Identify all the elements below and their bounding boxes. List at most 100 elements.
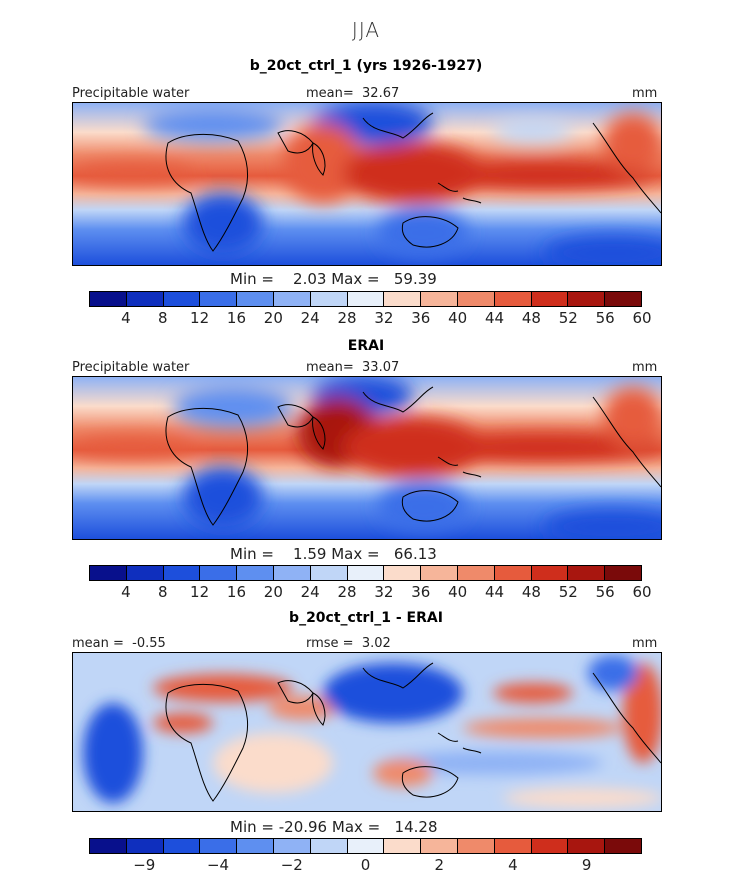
colorbar-swatch: [310, 566, 348, 580]
colorbar-swatch: [90, 292, 127, 306]
panel-2-mean-value: 33.07: [362, 360, 400, 375]
colorbar-tick-label: 4: [508, 856, 518, 874]
panel-2-minmax: Min = 1.59 Max = 66.13: [230, 545, 437, 563]
panel-3-rmse-value: 3.02: [361, 636, 391, 651]
colorbar-tick-label: 32: [374, 309, 394, 327]
colorbar-tick-label: 56: [595, 583, 615, 601]
panel-2-colorbar-ticks: 4 8 12 16 20 24 28 32 36 40 44 48 52 56 60: [89, 583, 651, 601]
panel-3-max-value: 14.28: [394, 818, 438, 836]
colorbar-swatch: [163, 292, 201, 306]
colorbar-swatch: [273, 566, 311, 580]
colorbar-tick-label: 40: [448, 583, 468, 601]
panel-1-max-value: 59.39: [393, 270, 437, 288]
colorbar-tick-label: 60: [632, 309, 652, 327]
colorbar-tick-label: 9: [581, 856, 592, 874]
colorbar-tick-label: 28: [337, 583, 357, 601]
colorbar-swatch: [200, 292, 238, 306]
colorbar-tick-label: 8: [157, 309, 168, 327]
colorbar-tick-label: −4: [206, 856, 230, 874]
colorbar-tick-label: 8: [157, 583, 168, 601]
colorbar-tick-label: 12: [190, 583, 210, 601]
colorbar-tick-label: 52: [558, 309, 578, 327]
colorbar-swatch: [237, 292, 274, 306]
colorbar-swatch: [163, 839, 201, 853]
colorbar-swatch: [237, 839, 274, 853]
colorbar-tick-label: 36: [411, 309, 431, 327]
colorbar-tick-label: 32: [374, 583, 394, 601]
colorbar-tick-label: 48: [521, 583, 541, 601]
colorbar-tick-label: 16: [226, 583, 246, 601]
colorbar-tick-label: 36: [411, 583, 431, 601]
colorbar-swatch: [494, 292, 532, 306]
colorbar-swatch: [457, 566, 495, 580]
colorbar-tick-label: 44: [484, 309, 505, 327]
panel-1-minmax: Min = 2.03 Max = 59.39: [230, 270, 437, 288]
panel-3-mean-value: -0.55: [132, 636, 166, 651]
colorbar-tick-label: 16: [226, 309, 246, 327]
colorbar-tick-label: −9: [133, 856, 156, 874]
panel-3-map: [72, 652, 662, 812]
colorbar-swatch: [568, 839, 606, 853]
panel-2-map: [72, 376, 662, 540]
colorbar-swatch: [90, 839, 127, 853]
colorbar-swatch: [421, 839, 458, 853]
colorbar-swatch: [421, 292, 458, 306]
panel-1-variable-label: Precipitable water: [72, 86, 190, 101]
panel-3-colorbar: [89, 838, 642, 854]
colorbar-swatch: [457, 839, 495, 853]
colorbar-swatch: [605, 839, 641, 853]
colorbar-tick-label: 2: [434, 856, 444, 874]
panel-3-rmse-label: rmse = 3.02: [306, 636, 391, 651]
colorbar-tick-label: 4: [121, 583, 131, 601]
colorbar-swatch: [126, 566, 164, 580]
colorbar-tick-label: 40: [448, 309, 468, 327]
colorbar-swatch: [310, 292, 348, 306]
panel-2-variable-label: Precipitable water: [72, 360, 190, 375]
colorbar-tick-label: 52: [558, 583, 578, 601]
panel-1-map: [72, 102, 662, 266]
colorbar-swatch: [384, 566, 422, 580]
panel-1-min-value: 2.03: [293, 270, 327, 288]
colorbar-tick-label: 4: [121, 309, 131, 327]
colorbar-swatch: [200, 839, 238, 853]
colorbar-tick-label: 20: [263, 583, 283, 601]
colorbar-swatch: [126, 292, 164, 306]
colorbar-tick-label: 60: [632, 583, 652, 601]
colorbar-tick-label: 28: [337, 309, 357, 327]
colorbar-swatch: [531, 566, 569, 580]
panel-3-title: b_20ct_ctrl_1 - ERAI: [289, 610, 443, 626]
colorbar-swatch: [494, 566, 532, 580]
colorbar-swatch: [273, 292, 311, 306]
panel-3-units: mm: [632, 636, 658, 651]
panel-2-min-value: 1.59: [293, 545, 327, 563]
colorbar-swatch: [568, 566, 606, 580]
panel-1-mean-value: 32.67: [362, 86, 400, 101]
season-title: JJA: [351, 18, 381, 42]
colorbar-swatch: [347, 566, 385, 580]
colorbar-tick-label: 20: [263, 309, 283, 327]
colorbar-swatch: [568, 292, 606, 306]
colorbar-swatch: [347, 839, 385, 853]
colorbar-swatch: [384, 292, 422, 306]
colorbar-tick-label: 48: [521, 309, 541, 327]
colorbar-tick-label: 0: [360, 856, 371, 874]
colorbar-swatch: [605, 566, 641, 580]
panel-2-mean-label: mean= 33.07: [306, 360, 400, 375]
colorbar-tick-label: 24: [300, 309, 320, 327]
panel-2-colorbar: [89, 565, 642, 581]
panel-2-title: ERAI: [347, 338, 385, 354]
colorbar-swatch: [273, 839, 311, 853]
colorbar-swatch: [421, 566, 458, 580]
colorbar-tick-label: 44: [484, 583, 505, 601]
panel-1-colorbar: [89, 291, 642, 307]
colorbar-swatch: [310, 839, 348, 853]
panel-3-colorbar-ticks: −9 −4 −2 0 2 4 9: [89, 856, 642, 874]
colorbar-swatch: [384, 839, 422, 853]
colorbar-swatch: [605, 292, 641, 306]
colorbar-swatch: [237, 566, 274, 580]
colorbar-swatch: [90, 566, 127, 580]
panel-1-units: mm: [632, 86, 658, 101]
colorbar-swatch: [531, 839, 569, 853]
colorbar-tick-label: 12: [190, 309, 210, 327]
panel-3-mean-label: mean = -0.55: [72, 636, 166, 651]
